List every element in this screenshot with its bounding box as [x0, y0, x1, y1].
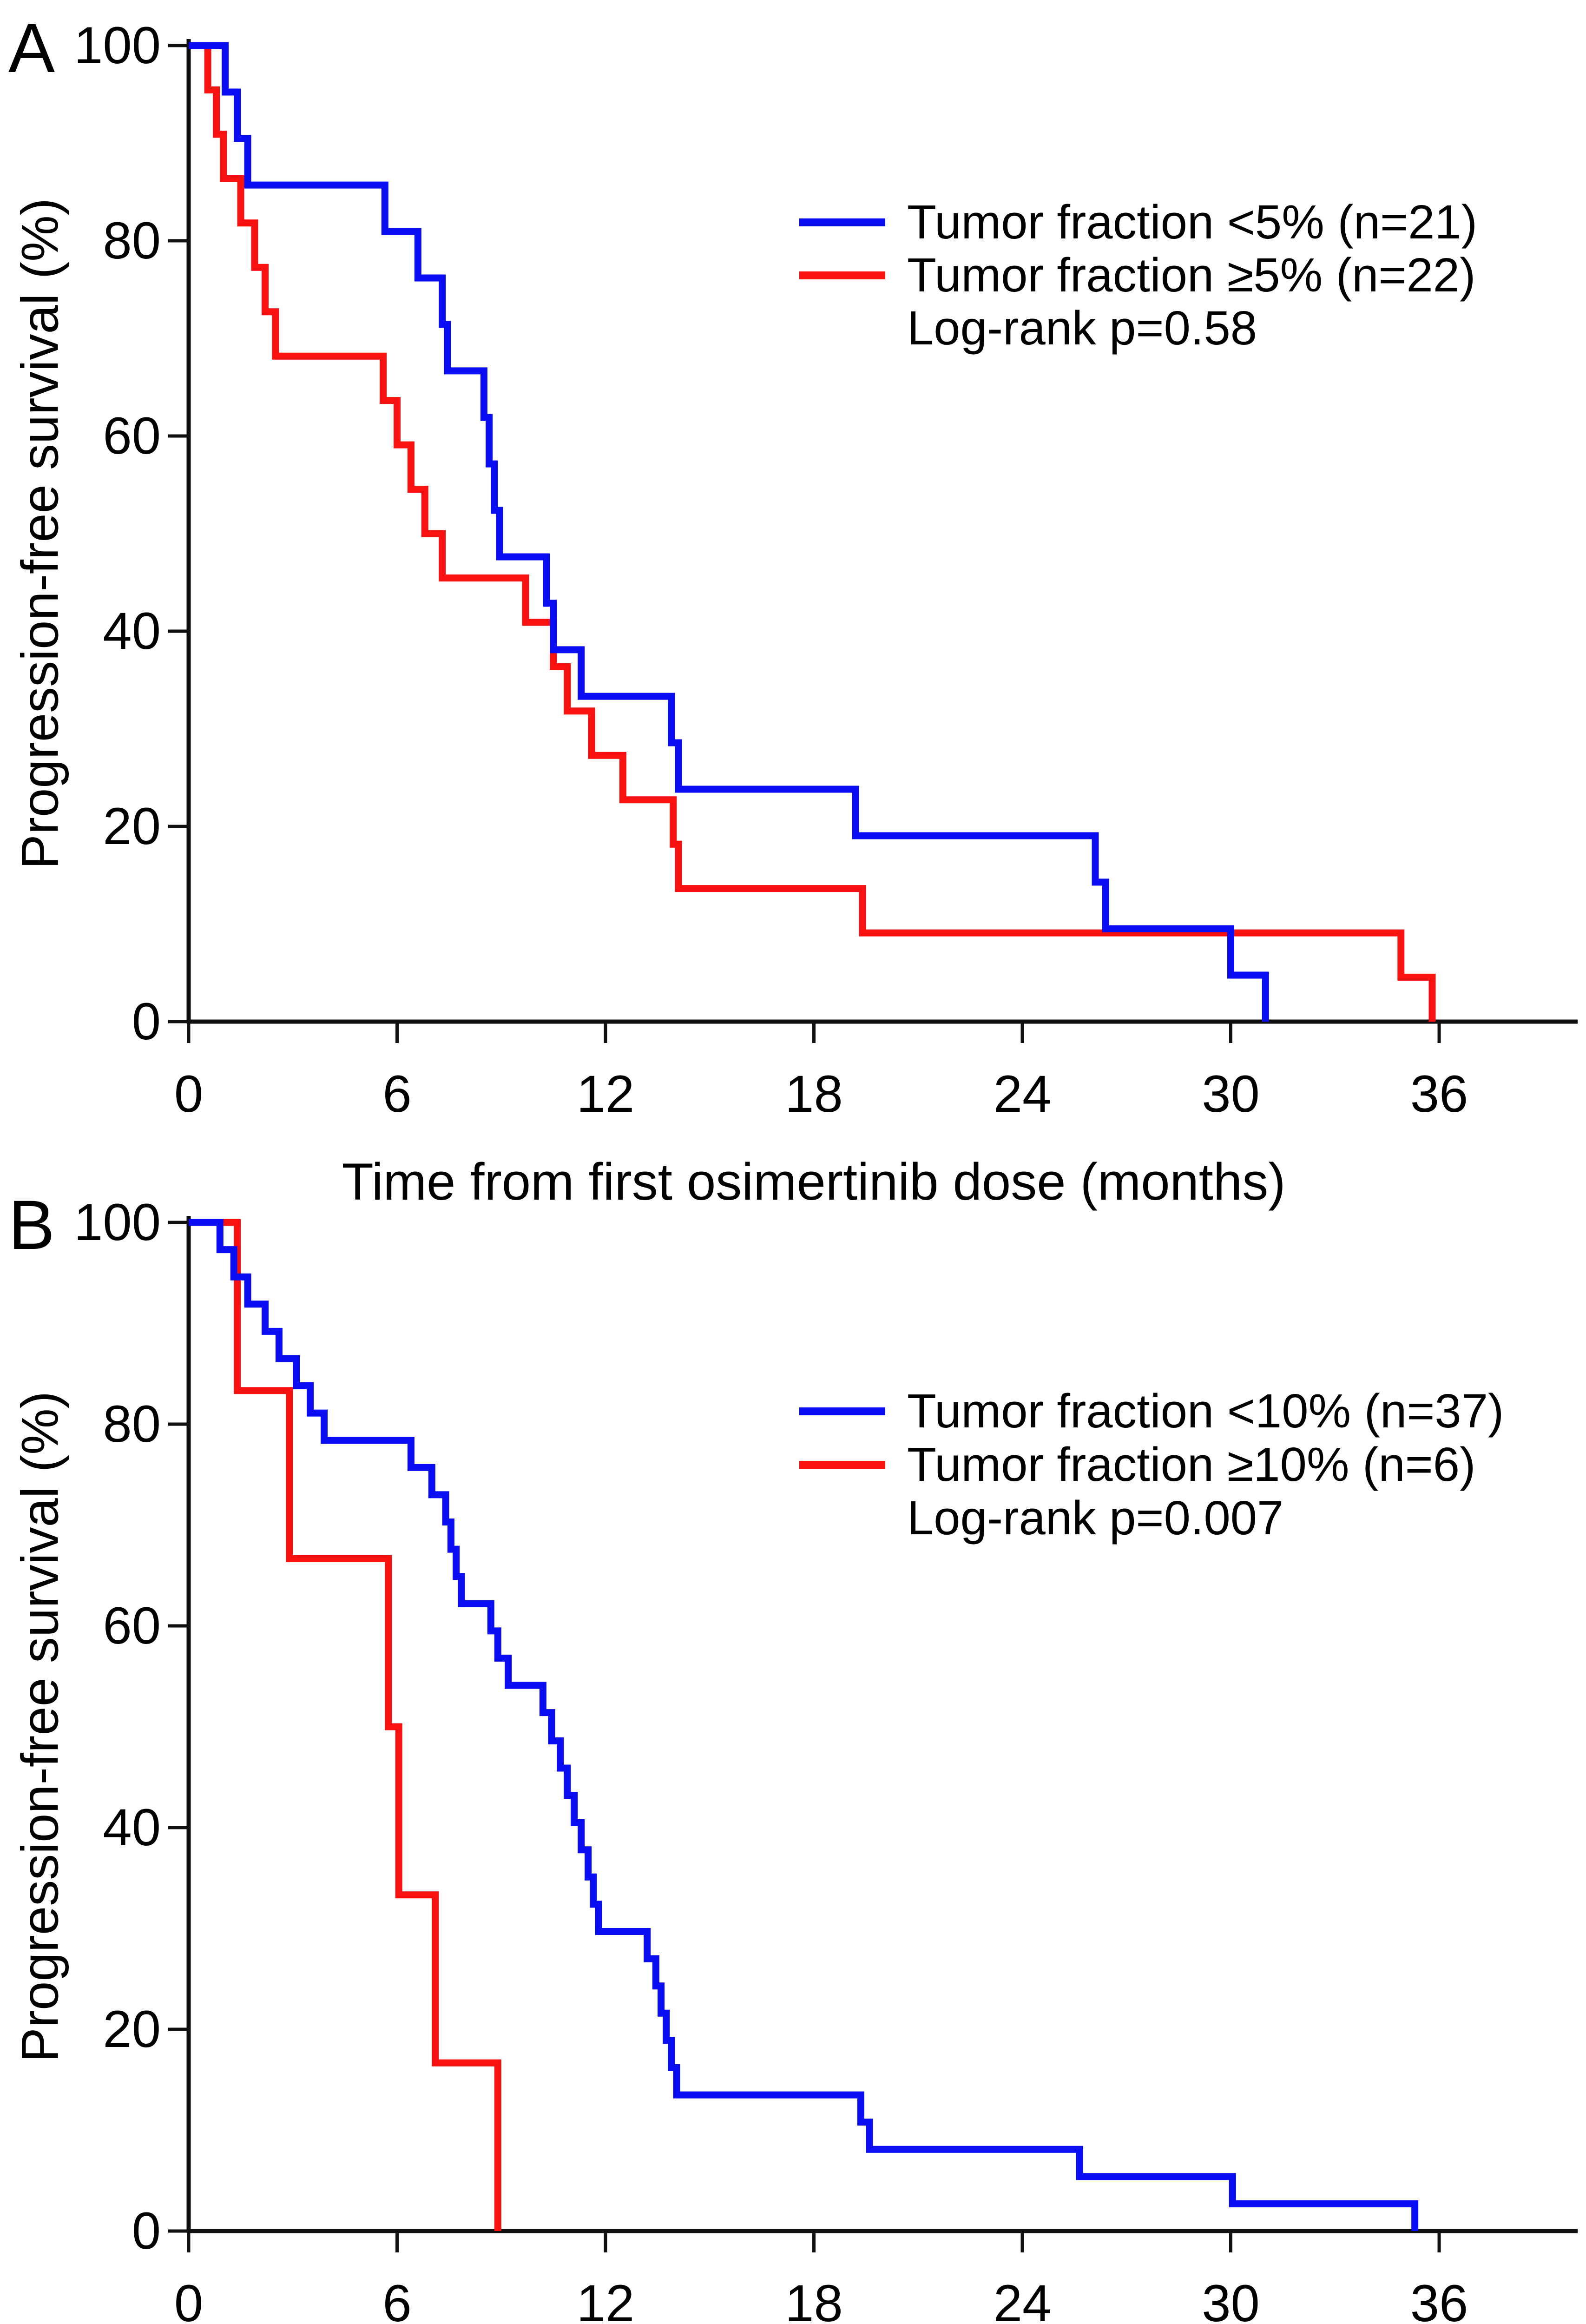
panel-b-x-tick-label: 24: [993, 2274, 1052, 2324]
panel-a-x-tick-label: 24: [993, 1065, 1052, 1123]
panel-b-x-tick-label: 18: [785, 2274, 843, 2324]
panel-a-legend-red-swatch: [799, 271, 885, 279]
panel-b-y-tick-label: 20: [103, 2000, 161, 2058]
panel-a-x-axis-title: Time from first osimertinib dose (months…: [342, 1153, 1286, 1211]
panel-b-y-axis-title: Progression-free survival (%): [11, 1391, 69, 2062]
panel-b-x-tick-label: 36: [1410, 2274, 1468, 2324]
panel-b-km-curve-red: [189, 1219, 501, 2231]
panel-a-y-tick-label: 60: [103, 407, 161, 465]
panel-a-x-tick-label: 6: [382, 1065, 412, 1123]
panel-a-y-tick-label: 20: [103, 797, 161, 855]
panel-b-letter: B: [8, 1186, 55, 1264]
panel-b-y-tick-label: 60: [103, 1597, 161, 1655]
panel-b-legend-entry-blue: Tumor fraction <10% (n=37): [907, 1384, 1504, 1438]
panel-a-legend-entry-red: Tumor fraction ≥5% (n=22): [907, 248, 1476, 302]
panel-a-legend-entry-blue: Tumor fraction <5% (n=21): [907, 195, 1477, 249]
panel-a-y-tick-label: 0: [132, 992, 161, 1050]
panel-a-x-tick-label: 18: [785, 1065, 843, 1123]
panel-a-km-curve-blue: [189, 42, 1269, 1022]
panel-b-y-tick-label: 40: [103, 1798, 161, 1856]
panel-a-y-tick-label: 80: [103, 211, 161, 270]
panel-b-legend-entry-red: Tumor fraction ≥10% (n=6): [907, 1438, 1476, 1491]
panel-b-x-tick-label: 30: [1202, 2274, 1260, 2324]
panel-a-x-tick-label: 0: [174, 1065, 204, 1123]
panel-a-x-tick-label: 30: [1202, 1065, 1260, 1123]
panel-b-y-tick-label: 0: [132, 2202, 161, 2260]
panel-a-logrank-annotation: Log-rank p=0.58: [907, 301, 1257, 355]
panel-a-y-tick-label: 40: [103, 602, 161, 660]
panel-b-x-tick-label: 6: [382, 2274, 412, 2324]
panel-a-legend-blue-swatch: [799, 218, 885, 226]
panel-b-legend-blue-swatch: [799, 1407, 885, 1415]
panel-b-x-axis-title: Time from first osimertinib dose (months…: [342, 2318, 1286, 2324]
panel-a-x-tick-label: 12: [576, 1065, 635, 1123]
panel-a-km-curve-red: [189, 42, 1436, 1022]
panel-a-y-axis-title: Progression-free survival (%): [11, 198, 69, 869]
panel-b-x-tick-label: 0: [174, 2274, 204, 2324]
panel-b-y-tick-label: 80: [103, 1395, 161, 1453]
panel-b-legend-red-swatch: [799, 1461, 885, 1469]
panel-a-y-tick-label: 100: [74, 16, 161, 74]
panel-b-km-curve-blue: [189, 1219, 1419, 2231]
panel-a-x-tick-label: 36: [1410, 1065, 1468, 1123]
panel-a-letter: A: [8, 9, 55, 87]
panel-b-x-tick-label: 12: [576, 2274, 635, 2324]
panel-b-y-tick-label: 100: [74, 1193, 161, 1251]
panel-b-logrank-annotation: Log-rank p=0.007: [907, 1491, 1284, 1545]
